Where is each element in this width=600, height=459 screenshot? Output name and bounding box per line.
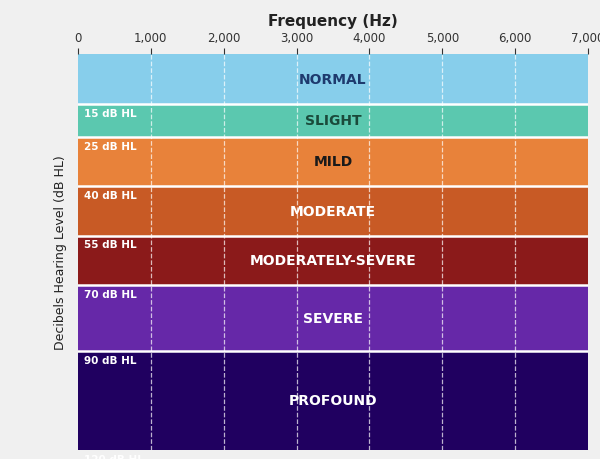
Text: 70 dB HL: 70 dB HL — [84, 289, 137, 299]
Text: MILD: MILD — [313, 155, 353, 169]
Bar — [78, 236, 588, 285]
Text: SEVERE: SEVERE — [303, 311, 363, 325]
X-axis label: Frequency (Hz): Frequency (Hz) — [268, 13, 398, 28]
Text: PROFOUND: PROFOUND — [289, 393, 377, 408]
Y-axis label: Decibels Hearing Level (dB HL): Decibels Hearing Level (dB HL) — [54, 155, 67, 350]
Bar — [78, 285, 588, 351]
Text: MODERATE: MODERATE — [290, 204, 376, 218]
Bar — [78, 351, 588, 450]
Bar — [78, 55, 588, 104]
Bar — [78, 187, 588, 236]
Text: 120 dB HL: 120 dB HL — [84, 454, 144, 459]
Text: 15 dB HL: 15 dB HL — [84, 108, 136, 118]
Bar — [78, 104, 588, 137]
Text: 25 dB HL: 25 dB HL — [84, 141, 136, 151]
Text: 55 dB HL: 55 dB HL — [84, 240, 136, 250]
Bar — [78, 137, 588, 187]
Text: 90 dB HL: 90 dB HL — [84, 355, 136, 365]
Text: 40 dB HL: 40 dB HL — [84, 190, 137, 201]
Text: SLIGHT: SLIGHT — [305, 114, 361, 128]
Text: MODERATELY-SEVERE: MODERATELY-SEVERE — [250, 254, 416, 268]
Text: NORMAL: NORMAL — [299, 73, 367, 87]
